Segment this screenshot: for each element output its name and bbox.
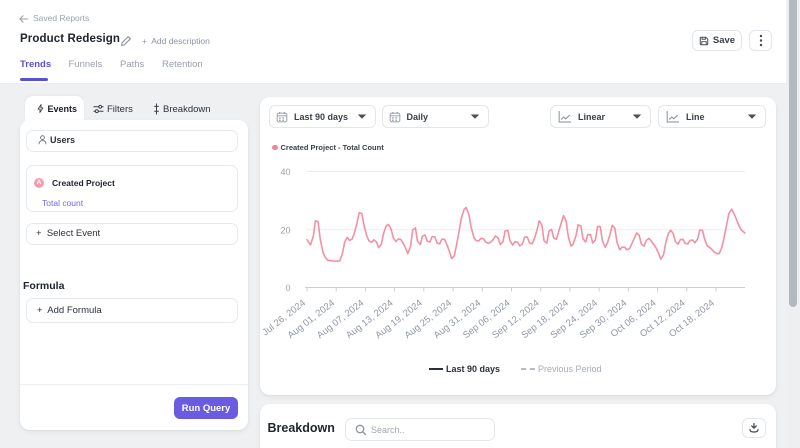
svg-text:40: 40 [280, 167, 290, 177]
svg-text:20: 20 [280, 225, 290, 235]
svg-text:0: 0 [285, 283, 290, 293]
